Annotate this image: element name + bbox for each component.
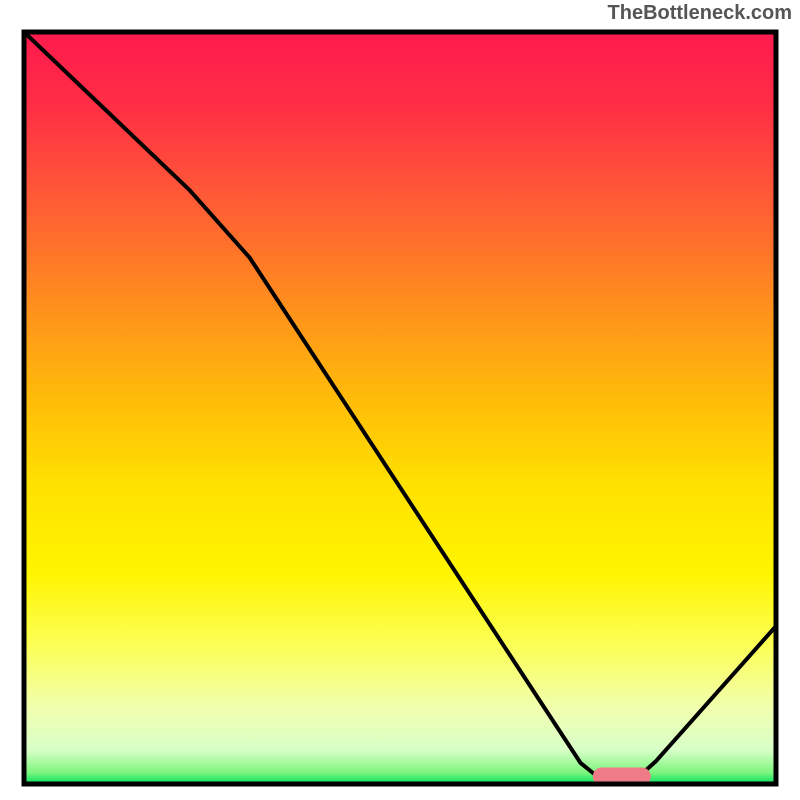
plot-area xyxy=(24,32,776,786)
chart-container: TheBottleneck.com xyxy=(0,0,800,800)
attribution-text: TheBottleneck.com xyxy=(608,2,792,25)
bottleneck-chart xyxy=(0,0,800,800)
gradient-background xyxy=(24,32,776,784)
